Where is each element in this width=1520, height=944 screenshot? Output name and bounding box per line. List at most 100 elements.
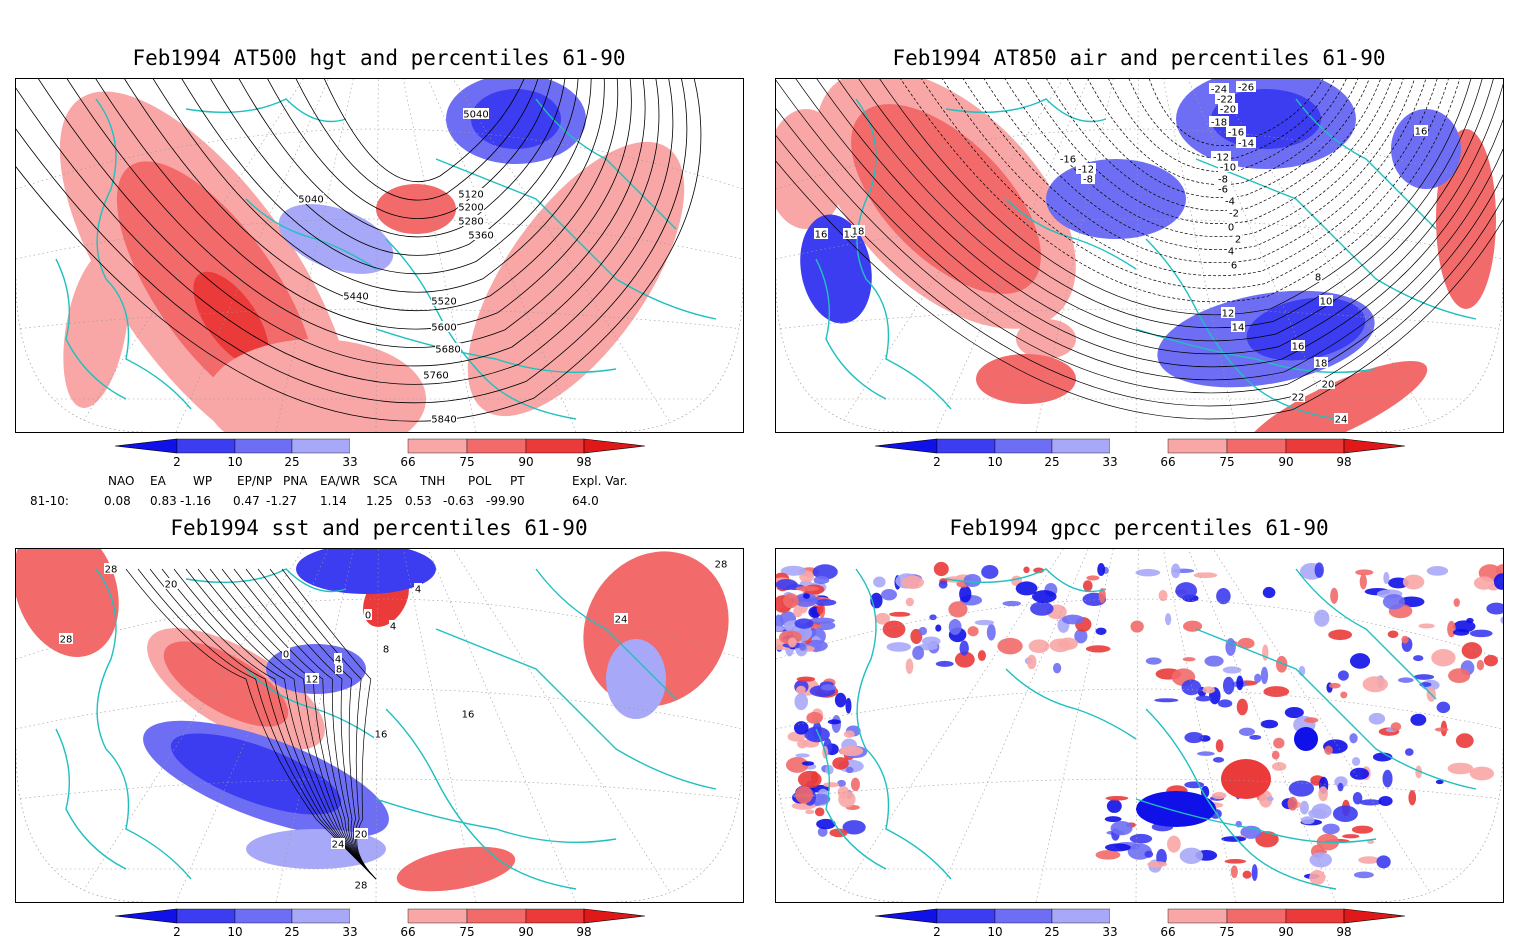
precip-anomaly-patch xyxy=(845,697,852,714)
svg-text:5840: 5840 xyxy=(431,415,456,426)
precip-anomaly-patch xyxy=(823,782,840,788)
temperature-contour xyxy=(1046,79,1381,211)
svg-text:-4: -4 xyxy=(1225,197,1235,208)
precip-anomaly-patch xyxy=(842,820,866,835)
precip-anomaly-patch xyxy=(1249,734,1262,740)
precip-anomaly-patch xyxy=(787,637,797,648)
precip-anomaly-patch xyxy=(825,765,834,775)
precip-anomaly-patch xyxy=(1105,795,1129,801)
precip-anomaly-patch xyxy=(1328,629,1353,641)
svg-text:28: 28 xyxy=(355,881,368,892)
panel-title-air850: Feb1994 AT850 air and percentiles 61-90 xyxy=(892,46,1386,70)
height-contour xyxy=(38,79,660,367)
contour-label: -10 xyxy=(1218,161,1238,174)
contour-label: -2 xyxy=(1227,207,1241,220)
map-gpcc xyxy=(775,548,1504,903)
contour-label: 8 xyxy=(335,663,343,676)
temperature-contour xyxy=(942,79,1438,277)
precip-anomaly-patch xyxy=(882,620,906,638)
precip-anomaly-patch xyxy=(1447,620,1456,638)
warm-anomaly xyxy=(1016,319,1076,359)
graticule-line xyxy=(16,778,743,800)
svg-text:-6: -6 xyxy=(1218,185,1228,196)
height-contour xyxy=(95,79,632,330)
svg-text:5280: 5280 xyxy=(458,217,483,228)
precip-anomaly-patch xyxy=(1299,800,1309,815)
colorbar-sst: 2 10 25 33 66 75 90 98 xyxy=(115,908,645,944)
hemisphere-boundary xyxy=(776,748,907,902)
coastline xyxy=(385,238,577,420)
precip-anomaly-patch xyxy=(938,580,948,589)
precip-anomaly-patch xyxy=(1154,698,1179,703)
contour-label: 4 xyxy=(334,653,342,666)
coastline xyxy=(385,708,577,890)
precip-anomaly-patch xyxy=(1359,573,1367,590)
temperature-contour xyxy=(900,79,1460,303)
precip-anomaly-patch xyxy=(1237,637,1255,649)
precip-anomaly-patch xyxy=(1351,757,1361,766)
svg-text:-18: -18 xyxy=(1211,118,1227,129)
contour-label: 24 xyxy=(331,838,345,851)
precip-anomaly-patch xyxy=(1448,668,1471,684)
precip-anomaly-patch xyxy=(1074,629,1088,644)
svg-text:-12: -12 xyxy=(1213,153,1229,164)
contour-label: 5360 xyxy=(468,229,494,242)
precip-anomaly-patch xyxy=(974,619,995,626)
colorbar-tick-label: 90 xyxy=(518,925,534,939)
contour-label: -4 xyxy=(1223,195,1237,208)
contour-label: -22 xyxy=(1215,93,1235,106)
precip-anomaly-patch xyxy=(1222,666,1242,674)
contour-label: 5200 xyxy=(458,201,484,214)
precip-anomaly-patch xyxy=(1181,679,1202,696)
height-contour xyxy=(324,79,525,183)
colorbar-tick-label: 10 xyxy=(987,925,1003,939)
precip-anomaly-patch xyxy=(1023,566,1030,574)
contour-label: -8 xyxy=(1081,173,1095,186)
contour-label: 28 xyxy=(354,879,368,892)
contour-label: -12 xyxy=(1211,151,1231,164)
precip-anomaly-patch xyxy=(1165,613,1172,626)
teleconnection-header: EP/NP xyxy=(237,474,273,488)
precip-anomaly-patch xyxy=(948,618,962,636)
precip-anomaly-patch xyxy=(912,646,925,660)
contour-label: 5600 xyxy=(431,321,457,334)
colorbar-graphic xyxy=(115,438,645,454)
cold-anomaly xyxy=(800,214,872,324)
contour-label: 4 xyxy=(389,620,397,633)
svg-text:12: 12 xyxy=(306,675,319,686)
coastline xyxy=(815,728,887,870)
precip-anomaly-patch xyxy=(1266,796,1274,801)
cold-anomaly xyxy=(296,549,436,594)
svg-text:20: 20 xyxy=(165,580,178,591)
cold-anomaly xyxy=(1136,791,1216,827)
precip-anomaly-patch xyxy=(1349,653,1371,669)
teleconnection-row-label: 81-10: xyxy=(30,494,69,508)
precip-anomaly-patch xyxy=(959,585,972,603)
precip-anomaly-patch xyxy=(1222,676,1235,695)
svg-text:-20: -20 xyxy=(1220,105,1236,116)
graticule-line xyxy=(835,549,1064,902)
precip-anomaly-patch xyxy=(1410,713,1427,726)
precip-anomaly-patch xyxy=(1367,839,1375,844)
precip-anomaly-patch xyxy=(1104,843,1131,852)
coastline xyxy=(435,628,717,790)
coastline xyxy=(1005,198,1137,270)
coastline xyxy=(1295,568,1437,700)
contour-label: -18 xyxy=(1209,116,1229,129)
precip-anomaly-patch xyxy=(834,692,847,708)
graticule-line xyxy=(776,308,1503,330)
precip-anomaly-patch xyxy=(794,693,809,711)
contour-label: 16 xyxy=(461,708,475,721)
contour-label: 12 xyxy=(305,673,319,686)
precip-anomaly-patch xyxy=(1455,733,1474,749)
precip-anomaly-patch xyxy=(837,779,846,788)
precip-anomaly-patch xyxy=(1358,856,1380,864)
graticule-line xyxy=(1035,79,1114,432)
precip-anomaly-patch xyxy=(796,676,816,682)
teleconnection-value: 1.14 xyxy=(320,494,347,508)
temperature-contour xyxy=(776,108,1503,394)
colorbar-graphic xyxy=(115,908,645,924)
precip-anomaly-patch xyxy=(1144,850,1154,858)
warm-anomaly xyxy=(63,250,129,408)
